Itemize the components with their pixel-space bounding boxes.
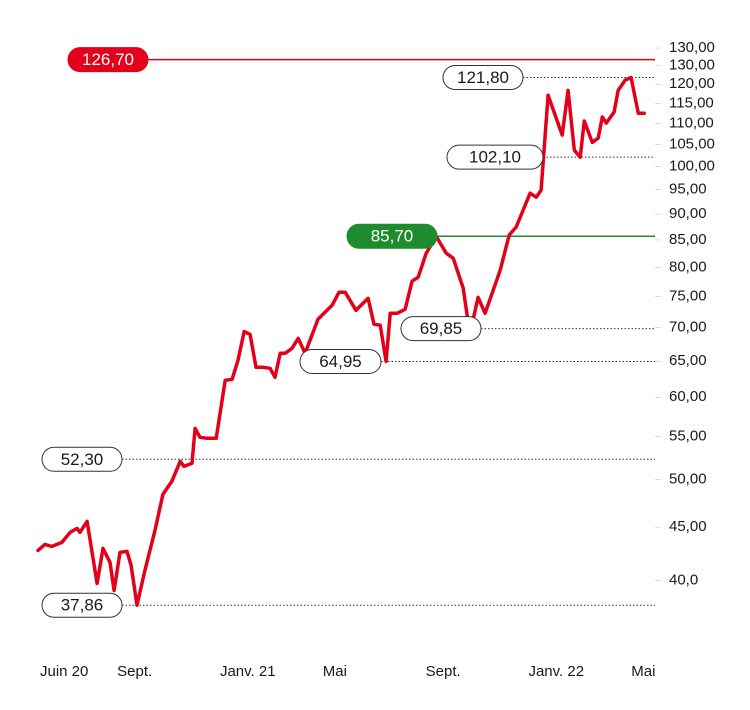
level-label: 64,95: [319, 352, 362, 371]
y-tick-label: 85,00: [669, 231, 707, 248]
x-tick-label: Mai: [631, 663, 655, 680]
x-tick-label: Janv. 22: [528, 663, 584, 680]
level-label: 126,70: [82, 50, 134, 69]
level-pill: [299, 348, 382, 374]
price-line: [36, 75, 646, 607]
y-tick-label: 130,00: [669, 39, 715, 56]
y-tick-label: 110,00: [669, 114, 714, 131]
level-pill: [446, 144, 544, 170]
y-tick-label: 75,00: [669, 287, 707, 304]
y-tick-label: 40,0: [669, 571, 698, 588]
x-tick-label: Janv. 21: [220, 663, 276, 680]
level-pill: [346, 223, 438, 249]
x-tick-label: Juin 20: [40, 663, 88, 680]
level-pill: [41, 592, 123, 618]
y-tick-label: 60,00: [669, 388, 707, 405]
level-label: 85,70: [371, 227, 414, 246]
level-label: 102,10: [469, 148, 521, 167]
level-pill: [442, 64, 524, 90]
y-tick-label: 100,00: [669, 158, 715, 175]
y-tick-label: 115,00: [669, 94, 714, 111]
level-label: 52,30: [61, 450, 104, 469]
level-label: 37,86: [61, 596, 104, 615]
x-tick-label: Mai: [323, 663, 347, 680]
level-label: 69,85: [420, 319, 463, 338]
y-tick-label: 80,00: [669, 258, 707, 275]
y-tick-label: 120,00: [669, 75, 715, 92]
y-tick-label: 70,00: [669, 319, 707, 336]
level-pill: [400, 316, 482, 342]
y-tick-label: 95,00: [669, 181, 707, 198]
level-pill: [41, 446, 123, 472]
y-tick-label: 55,00: [669, 428, 707, 445]
x-tick-label: Sept.: [426, 663, 461, 680]
y-tick-label: 50,00: [669, 471, 707, 488]
y-tick-label: 105,00: [669, 135, 715, 152]
level-pill: [67, 47, 149, 73]
y-tick-label: 90,00: [669, 205, 707, 222]
x-tick-label: Sept.: [117, 663, 152, 680]
y-tick-label: 65,00: [669, 352, 707, 369]
y-tick-label: 45,00: [669, 518, 707, 535]
level-label: 121,80: [457, 68, 509, 87]
y-tick-label: 130,00: [669, 57, 715, 74]
